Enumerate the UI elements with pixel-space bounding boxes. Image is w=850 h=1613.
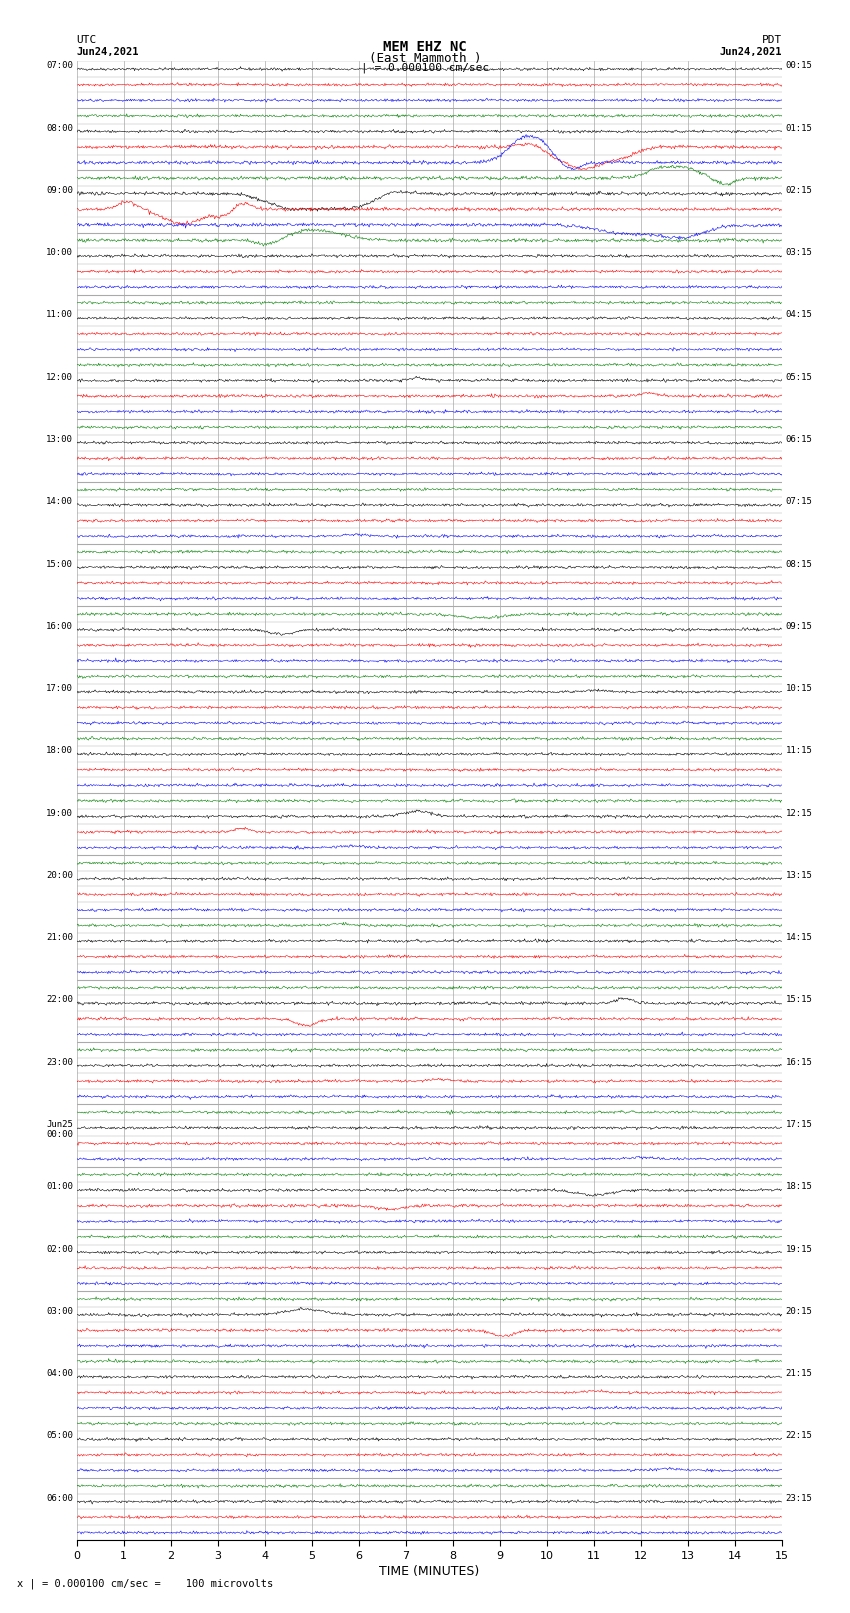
Text: 03:15: 03:15 [785,248,813,256]
Text: 06:00: 06:00 [46,1494,73,1503]
Text: 14:00: 14:00 [46,497,73,506]
Text: Jun25
00:00: Jun25 00:00 [46,1119,73,1139]
Text: MEM EHZ NC: MEM EHZ NC [383,40,467,55]
Text: 18:00: 18:00 [46,747,73,755]
Text: Jun24,2021: Jun24,2021 [719,47,782,56]
Text: 23:15: 23:15 [785,1494,813,1503]
Text: 21:00: 21:00 [46,934,73,942]
Text: Jun24,2021: Jun24,2021 [76,47,139,56]
Text: 17:15: 17:15 [785,1119,813,1129]
Text: 11:00: 11:00 [46,310,73,319]
Text: 18:15: 18:15 [785,1182,813,1192]
Text: 21:15: 21:15 [785,1369,813,1378]
Text: 20:15: 20:15 [785,1307,813,1316]
Text: 05:15: 05:15 [785,373,813,382]
Text: 01:00: 01:00 [46,1182,73,1192]
Text: 01:15: 01:15 [785,124,813,132]
Text: 15:00: 15:00 [46,560,73,568]
Text: 10:15: 10:15 [785,684,813,694]
Text: 02:15: 02:15 [785,185,813,195]
Text: x | = 0.000100 cm/sec =    100 microvolts: x | = 0.000100 cm/sec = 100 microvolts [17,1578,273,1589]
Text: 20:00: 20:00 [46,871,73,881]
Text: 09:00: 09:00 [46,185,73,195]
Text: 06:15: 06:15 [785,436,813,444]
Text: 12:00: 12:00 [46,373,73,382]
Text: 10:00: 10:00 [46,248,73,256]
Text: 16:15: 16:15 [785,1058,813,1066]
Text: 07:00: 07:00 [46,61,73,71]
Text: 09:15: 09:15 [785,621,813,631]
Text: 17:00: 17:00 [46,684,73,694]
Text: PDT: PDT [762,35,782,45]
Text: 22:15: 22:15 [785,1431,813,1440]
Text: 00:15: 00:15 [785,61,813,71]
Text: 16:00: 16:00 [46,621,73,631]
Text: 23:00: 23:00 [46,1058,73,1066]
Text: 13:15: 13:15 [785,871,813,881]
Text: 14:15: 14:15 [785,934,813,942]
Text: 15:15: 15:15 [785,995,813,1005]
Text: 05:00: 05:00 [46,1431,73,1440]
Text: UTC: UTC [76,35,97,45]
Text: 08:15: 08:15 [785,560,813,568]
Text: 19:15: 19:15 [785,1245,813,1253]
X-axis label: TIME (MINUTES): TIME (MINUTES) [379,1565,479,1578]
Text: 04:00: 04:00 [46,1369,73,1378]
Text: | = 0.000100 cm/sec: | = 0.000100 cm/sec [361,63,489,74]
Text: 02:00: 02:00 [46,1245,73,1253]
Text: 11:15: 11:15 [785,747,813,755]
Text: 04:15: 04:15 [785,310,813,319]
Text: 12:15: 12:15 [785,808,813,818]
Text: 22:00: 22:00 [46,995,73,1005]
Text: 07:15: 07:15 [785,497,813,506]
Text: 13:00: 13:00 [46,436,73,444]
Text: 19:00: 19:00 [46,808,73,818]
Text: 03:00: 03:00 [46,1307,73,1316]
Text: 08:00: 08:00 [46,124,73,132]
Text: (East Mammoth ): (East Mammoth ) [369,52,481,65]
